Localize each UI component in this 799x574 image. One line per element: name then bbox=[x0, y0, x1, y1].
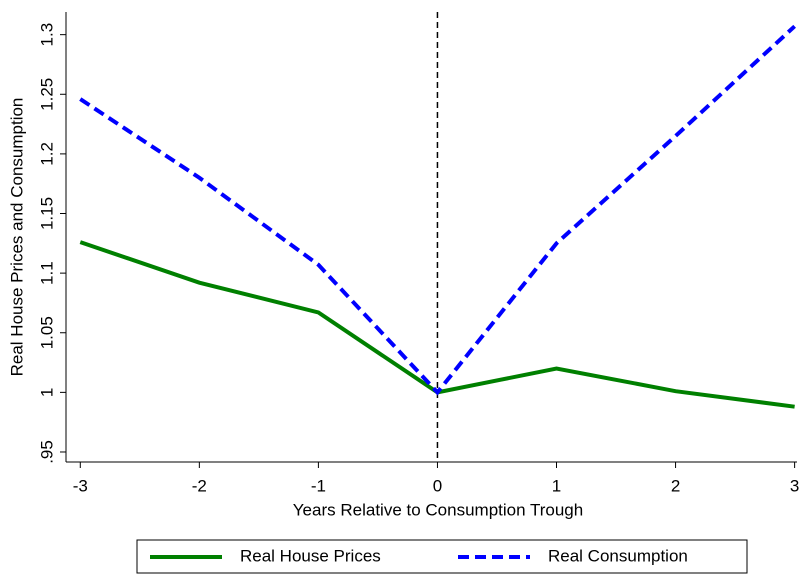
y-tick-label: 1.05 bbox=[37, 316, 56, 349]
y-tick-label: 1.25 bbox=[37, 78, 56, 111]
legend-box bbox=[136, 539, 748, 574]
series-line bbox=[79, 24, 796, 396]
x-axis-title: Years Relative to Consumption Trough bbox=[293, 500, 583, 519]
y-tick-label: 1.2 bbox=[37, 142, 56, 166]
y-tick-label: 1.15 bbox=[37, 197, 56, 230]
x-tick-label: 3 bbox=[790, 476, 799, 495]
y-axis-title: Real House Prices and Consumption bbox=[7, 98, 26, 377]
x-tick-label: 0 bbox=[433, 476, 442, 495]
y-tick-label: .95 bbox=[37, 440, 56, 464]
x-tick-label: -1 bbox=[311, 476, 326, 495]
legend-label: Real House Prices bbox=[240, 546, 381, 565]
x-tick-label: 1 bbox=[552, 476, 561, 495]
x-tick-label: 2 bbox=[671, 476, 680, 495]
y-tick-label: 1.3 bbox=[37, 23, 56, 47]
y-tick-label: 1.1 bbox=[37, 261, 56, 285]
legend-label: Real Consumption bbox=[548, 546, 688, 565]
x-tick-label: -2 bbox=[192, 476, 207, 495]
y-tick-label: 1 bbox=[37, 388, 56, 397]
x-tick-label: -3 bbox=[73, 476, 88, 495]
